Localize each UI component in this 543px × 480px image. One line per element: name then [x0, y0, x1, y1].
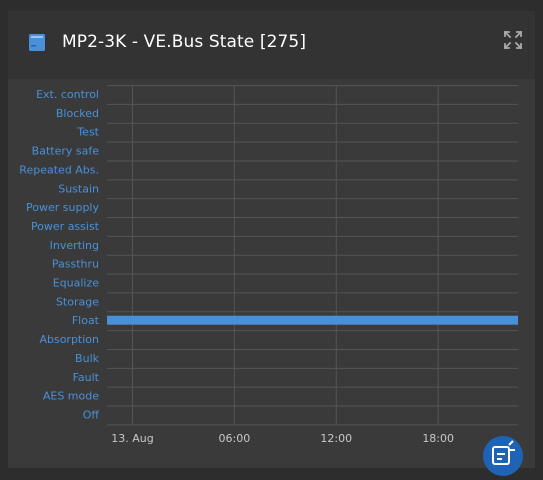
- state-bar-float: [107, 315, 518, 325]
- widget-title: MP2-3K - VE.Bus State [275]: [62, 32, 307, 52]
- y-tick-label: Battery safe: [32, 145, 100, 158]
- y-tick-label: Float: [72, 314, 100, 327]
- y-tick-label: Repeated Abs.: [19, 163, 99, 176]
- feedback-icon: [492, 440, 515, 465]
- y-tick-label: Power supply: [26, 201, 99, 214]
- y-tick-label: Ext. control: [36, 88, 99, 101]
- y-tick-label: Inverting: [50, 239, 99, 252]
- x-tick-label: 13. Aug: [111, 432, 153, 445]
- expand-icon[interactable]: [503, 30, 523, 50]
- x-tick-label: 06:00: [219, 432, 251, 445]
- y-tick-label: AES mode: [43, 390, 99, 403]
- y-tick-label: Passthru: [52, 258, 99, 271]
- y-tick-label: Test: [76, 126, 99, 139]
- y-tick-label: Fault: [73, 371, 100, 384]
- y-tick-label: Absorption: [39, 333, 99, 346]
- feedback-button[interactable]: [483, 436, 523, 476]
- multiplus-device-icon: [29, 34, 45, 51]
- y-tick-label: Blocked: [56, 107, 99, 120]
- y-tick-label: Bulk: [75, 352, 100, 365]
- vebus-state-widget: MP2-3K - VE.Bus State [275] Ext. control…: [8, 11, 535, 468]
- x-tick-label: 18:00: [422, 432, 454, 445]
- widget-header: MP2-3K - VE.Bus State [275]: [8, 11, 535, 79]
- y-tick-label: Power assist: [31, 220, 100, 233]
- x-tick-label: 12:00: [320, 432, 352, 445]
- y-tick-label: Equalize: [53, 277, 100, 290]
- y-tick-label: Off: [83, 408, 100, 421]
- vebus-state-chart: Ext. control Blocked Test Battery safe Repea…: [19, 85, 518, 445]
- y-tick-label: Storage: [56, 295, 99, 308]
- y-tick-label: Sustain: [58, 182, 99, 195]
